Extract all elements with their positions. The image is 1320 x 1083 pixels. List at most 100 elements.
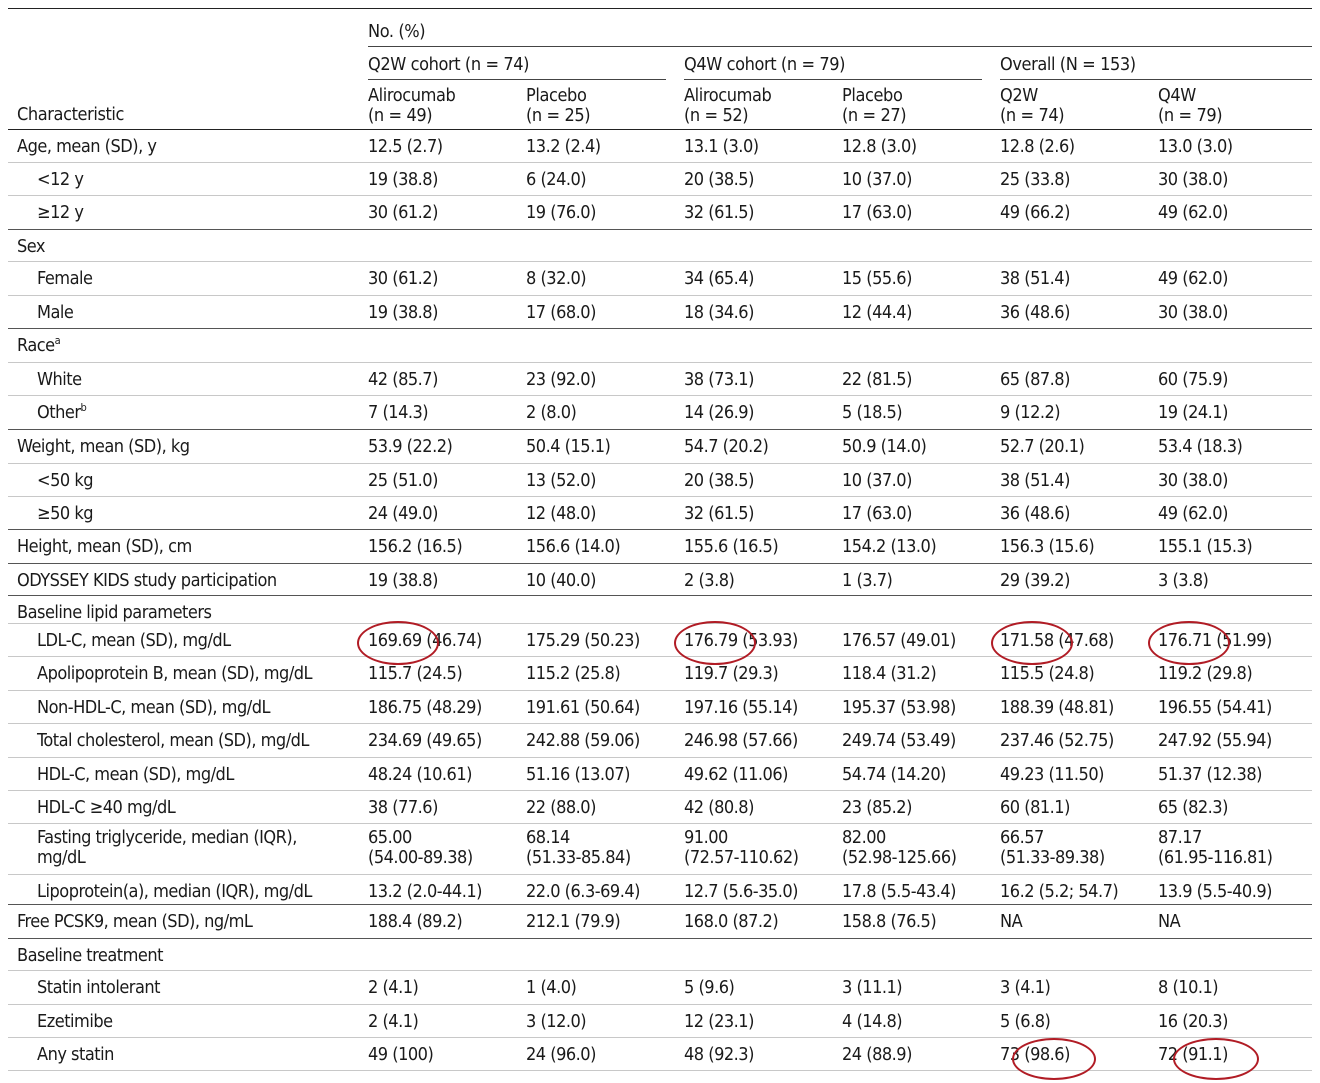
row-label: Sex [17,236,46,257]
table-cell: 155.1 (15.3) [1158,536,1253,557]
table-cell: 19 (76.0) [526,202,596,223]
table-cell: 38 (51.4) [1000,470,1070,491]
table-cell: 247.92 (55.94) [1158,730,1272,751]
table-row: Non-HDL-C, mean (SD), mg/dL 186.75 (48.29… [8,691,1312,724]
row-divider [8,874,1312,875]
table-cell: 30 (38.0) [1158,470,1228,491]
header-col-6-n: (n = 79) [1158,105,1223,126]
table-cell: 5 (6.8) [1000,1011,1051,1032]
header-rule-q4w [684,79,982,80]
row-label-text: Free PCSK9, mean (SD), ng/mL [17,911,253,932]
row-label-text: Fasting triglyceride, median (IQR), [37,827,297,848]
table-cell: 73 (98.6) [1000,1044,1070,1065]
header-col-2-n: (n = 25) [526,105,591,126]
table-cell: 17 (63.0) [842,202,912,223]
row-label: Racea [17,335,61,356]
table-cell: 38 (77.6) [368,797,438,818]
table-cell: 171.58 (47.68) [1000,630,1114,651]
table-cell: 10 (37.0) [842,169,912,190]
table-cell: 246.98 (57.66) [684,730,798,751]
table-cell: 17 (68.0) [526,302,596,323]
table-cell: 12 (23.1) [684,1011,754,1032]
table-row: Height, mean (SD), cm 156.2 (16.5) 156.6 (… [8,530,1312,564]
table-row: Baseline treatment [8,939,1312,971]
row-label-text: ≥12 y [37,202,84,223]
header-cohort-q4w: Q4W cohort (n = 79) [684,54,846,75]
table-cell: 5 (18.5) [842,402,903,423]
table-cell: 32 (61.5) [684,503,754,524]
table-cell: 25 (51.0) [368,470,438,491]
table-cell: 10 (40.0) [526,570,596,591]
table-cell: 49 (62.0) [1158,268,1228,289]
table-cell: 249.74 (53.49) [842,730,956,751]
table-cell: 17.8 (5.5-43.4) [842,881,956,902]
row-label-text: Non-HDL-C, mean (SD), mg/dL [37,697,271,718]
row-label: Apolipoprotein B, mean (SD), mg/dL [17,663,313,684]
table-cell: 22 (81.5) [842,369,912,390]
table-row: Total cholesterol, mean (SD), mg/dL 234.6… [8,724,1312,758]
table-cell: 1 (4.0) [526,977,577,998]
table-cell: 13.1 (3.0) [684,136,759,157]
table-row: <12 y 19 (38.8) 6 (24.0) 20 (38.5) 10 (37.0)… [8,163,1312,196]
table-cell: 156.2 (16.5) [368,536,463,557]
row-label-text: Baseline treatment [17,945,164,966]
table-cell: 38 (73.1) [684,369,754,390]
header-col-3-title: Alirocumab [684,85,772,106]
table-row: HDL-C, mean (SD), mg/dL 48.24 (10.61) 51.1… [8,758,1312,791]
table-cell: NA [1000,911,1023,932]
row-divider [8,938,1312,939]
table-cell: 25 (33.8) [1000,169,1070,190]
table-cell: 3 (4.1) [1000,977,1051,998]
row-label: Baseline treatment [17,945,164,966]
table-cell: 115.5 (24.8) [1000,663,1095,684]
table-cell: 237.46 (52.75) [1000,730,1114,751]
row-divider [8,623,1312,624]
table-cell: 6 (24.0) [526,169,587,190]
table-cell: 197.16 (55.14) [684,697,798,718]
table-cell: 82.00 (52.98-125.66) [842,827,957,868]
table-cell: 188.39 (48.81) [1000,697,1114,718]
table-cell: 191.61 (50.64) [526,697,640,718]
row-label-text: Apolipoprotein B, mean (SD), mg/dL [37,663,313,684]
row-divider [8,529,1312,530]
row-label: Age, mean (SD), y [17,136,157,157]
table-cell: 24 (88.9) [842,1044,912,1065]
table-cell: 54.7 (20.2) [684,436,769,457]
header-col-6: Q4W (n = 79) [1158,86,1223,126]
header-col-1-title: Alirocumab [368,85,456,106]
table-cell: 234.69 (49.65) [368,730,482,751]
row-label: Ezetimibe [17,1011,113,1032]
table-row: Free PCSK9, mean (SD), ng/mL 188.4 (89.2)… [8,905,1312,939]
header-cohort-overall: Overall (N = 153) [1000,54,1136,75]
header-col-2-title: Placebo [526,85,587,106]
header-rule-q2w [368,79,666,80]
table-cell: 12.7 (5.6-35.0) [684,881,798,902]
row-divider [8,723,1312,724]
row-divider [8,1037,1312,1038]
row-label-text: Height, mean (SD), cm [17,536,192,557]
row-label: White [17,369,82,390]
row-divider [8,229,1312,230]
table-cell: 196.55 (54.41) [1158,697,1272,718]
table-row: Age, mean (SD), y 12.5 (2.7) 13.2 (2.4) 13.… [8,130,1312,163]
table-cell: 119.7 (29.3) [684,663,779,684]
table-cell: 195.37 (53.98) [842,697,956,718]
row-label-text: ≥50 kg [37,503,93,524]
table-cell: 50.9 (14.0) [842,436,927,457]
table-cell: 115.2 (25.8) [526,663,621,684]
table-row: ≥50 kg 24 (49.0) 12 (48.0) 32 (61.5) 17 (63.… [8,497,1312,530]
row-divider [8,757,1312,758]
row-label-text: Ezetimibe [37,1011,113,1032]
row-label: LDL-C, mean (SD), mg/dL [17,630,231,651]
table-cell: 50.4 (15.1) [526,436,611,457]
table-cell: 23 (92.0) [526,369,596,390]
table-cell: 2 (4.1) [368,977,419,998]
table-cell: 176.71 (51.99) [1158,630,1272,651]
row-divider [8,362,1312,363]
table-cell: 1 (3.7) [842,570,893,591]
table-cell: 72 (91.1) [1158,1044,1228,1065]
row-label-text: <12 y [37,169,84,190]
table-cell: 51.37 (12.38) [1158,764,1262,785]
row-divider [8,970,1312,971]
table-row: ODYSSEY KIDS study participation 19 (38.8… [8,564,1312,596]
